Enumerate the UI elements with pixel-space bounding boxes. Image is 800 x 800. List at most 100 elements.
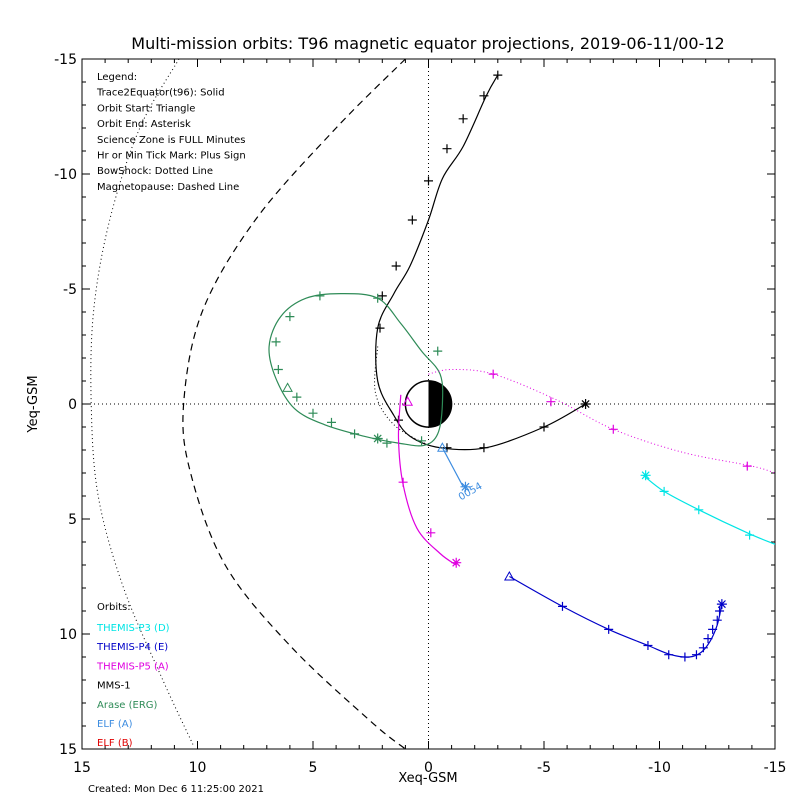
orbit-tick-mark	[308, 408, 318, 418]
orbits-legend-entry: MMS-1	[97, 681, 131, 692]
earth-night-side	[428, 380, 452, 428]
orbit-tick-mark	[608, 424, 618, 434]
orbit-tick-mark	[442, 144, 452, 154]
x-tick-label: -5	[537, 760, 551, 776]
orbit-tick-mark	[493, 70, 503, 80]
orbit-tick-mark	[694, 505, 704, 515]
orbit-tick-mark	[326, 417, 336, 427]
orbit-tick-mark	[373, 293, 383, 303]
orbit-tick-mark	[715, 606, 725, 616]
orbit-tick-mark	[382, 438, 392, 448]
orbits-legend-entry: Arase (ERG)	[97, 700, 158, 711]
orbit-tick-mark	[659, 486, 669, 496]
orbit-tick-mark	[285, 312, 295, 322]
orbits-legend-entry: THEMIS-P4 (E)	[96, 642, 168, 653]
boundary-curves	[90, 58, 406, 750]
x-tick-label: 5	[309, 760, 318, 776]
orbit-tick-mark	[424, 176, 433, 186]
orbit-tick-mark	[664, 650, 674, 660]
orbit-tick-mark	[680, 652, 690, 662]
earth-symbol	[404, 380, 453, 428]
orbit-tick-mark	[433, 346, 443, 356]
legend-line: BowShock: Dotted Line	[97, 166, 213, 177]
x-tick-label: 0	[424, 760, 433, 776]
chart-title: Multi-mission orbits: T96 magnetic equat…	[131, 34, 724, 53]
legend-line: Science Zone is FULL Minutes	[97, 135, 246, 146]
orbit-tick-mark	[375, 323, 385, 333]
x-tick-label: 10	[189, 760, 207, 776]
orbit-tick-mark	[479, 443, 489, 453]
x-tick-label: 15	[73, 760, 91, 776]
orbit-tick-mark	[557, 601, 567, 611]
orbit-trace	[268, 292, 444, 447]
legend-line: Hr or Min Tick Mark: Plus Sign	[97, 151, 246, 162]
created-timestamp: Created: Mon Dec 6 11:25:00 2021	[88, 784, 264, 795]
x-tick-label: -10	[648, 760, 671, 776]
orbit-tick-mark	[488, 369, 498, 379]
y-axis-label: Yeq-GSM	[26, 375, 41, 433]
orbits-legend-entry: THEMIS-P5 (A)	[96, 661, 169, 672]
orbit-tick-mark	[698, 643, 708, 653]
orbit-tick-mark	[691, 650, 701, 660]
magnetopause-curve	[182, 58, 406, 750]
orbit-tick-mark	[546, 397, 556, 407]
series-themis-p5-a-	[397, 368, 776, 568]
y-tick-label: 15	[59, 742, 77, 758]
orbit-tick-mark	[292, 392, 302, 402]
y-tick-label: -5	[63, 282, 77, 298]
orbit-start-marker	[503, 570, 515, 581]
series-themis-p3-d-	[640, 470, 776, 545]
orbit-tick-mark	[703, 634, 713, 644]
legend-line: Orbit End: Asterisk	[97, 119, 191, 130]
orbit-tick-mark	[271, 337, 281, 347]
elf-time-label: 0054	[457, 481, 485, 503]
orbit-tick-mark	[377, 291, 387, 301]
orbit-tick-mark	[479, 91, 489, 101]
x-tick-label: -15	[764, 760, 787, 776]
orbit-tick-mark	[350, 429, 360, 439]
orbits-legend: Orbits: THEMIS-P3 (D) THEMIS-P4 (E) THEMIS-…	[96, 602, 170, 749]
orbit-tick-mark	[745, 530, 755, 540]
orbit-start-marker	[282, 382, 293, 392]
orbit-tick-mark	[273, 365, 283, 374]
orbit-tick-mark	[539, 422, 549, 432]
legend-line: Trace2Equator(t96): Solid	[96, 88, 225, 99]
orbit-end-marker	[451, 557, 462, 568]
series-themis-p4-e-	[503, 570, 727, 662]
legend-line: Orbit Start: Triangle	[97, 103, 195, 114]
orbit-tick-mark	[391, 261, 401, 271]
orbit-tick-mark	[398, 477, 408, 487]
orbit-tick-mark	[708, 624, 718, 634]
orbit-tick-mark	[315, 291, 325, 301]
series-elf-a-	[437, 442, 471, 492]
orbit-end-marker	[580, 399, 591, 409]
orbit-start-marker	[437, 442, 448, 452]
orbit-tick-mark	[426, 528, 436, 538]
y-tick-label: -15	[54, 52, 77, 68]
orbit-trace	[397, 394, 457, 566]
orbit-tick-mark	[604, 624, 614, 634]
legend: Legend: Trace2Equator(t96): Solid Orbit St…	[96, 72, 246, 193]
orbit-trace	[642, 474, 776, 545]
orbit-trace	[441, 447, 464, 488]
orbits-legend-entry: THEMIS-P3 (D)	[96, 623, 170, 634]
orbit-end-marker	[640, 470, 651, 481]
orbits-legend-title: Orbits:	[97, 602, 131, 613]
orbit-trace	[509, 575, 723, 658]
series-mms-1	[374, 70, 591, 453]
orbit-tick-mark	[458, 114, 468, 124]
orbit-tick-mark	[417, 436, 427, 446]
orbit-tick-mark	[643, 641, 653, 650]
orbit-tick-mark	[407, 215, 417, 225]
orbit-tick-mark	[712, 615, 722, 625]
y-tick-label: 5	[68, 512, 77, 528]
orbit-dotted-segment	[428, 368, 776, 474]
orbit-end-marker	[460, 481, 471, 492]
orbit-series: 0054	[268, 70, 776, 662]
orbit-end-marker	[716, 599, 727, 610]
orbit-tick-mark	[742, 461, 752, 471]
y-tick-label: -10	[54, 167, 77, 183]
series-arase-erg-	[268, 291, 444, 448]
